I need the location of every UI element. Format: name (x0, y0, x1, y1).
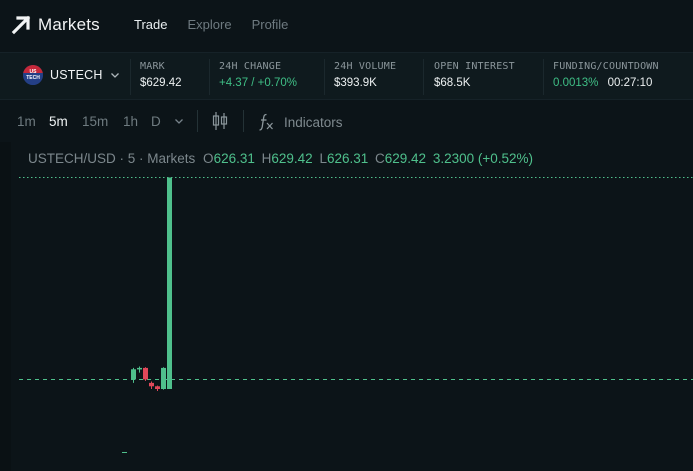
divider (543, 59, 544, 95)
legend-low: L626.31 (319, 151, 369, 166)
divider (130, 59, 131, 95)
candlestick-chart[interactable] (0, 170, 693, 471)
stat-open-interest: OPEN INTEREST $68.5K (434, 61, 515, 89)
legend-change: 3.2300 (+0.52%) (432, 151, 534, 166)
stat-label: OPEN INTEREST (434, 61, 515, 72)
chart-toolbar: 1m 5m 15m 1h D Indicators (0, 100, 693, 142)
stat-value: +4.37 / +0.70% (219, 77, 298, 89)
candle-body[interactable] (161, 367, 166, 389)
nav-explore[interactable]: Explore (187, 17, 232, 32)
timeframe-d[interactable]: D (151, 114, 161, 129)
candle-body[interactable] (167, 177, 172, 390)
legend-close: C629.42 (375, 151, 427, 166)
timeframe-1h[interactable]: 1h (123, 114, 139, 129)
symbol-name: USTECH (50, 68, 103, 82)
function-icon (259, 113, 273, 131)
stat-funding-countdown: FUNDING/COUNTDOWN 0.0013% 00:27:10 (553, 61, 659, 89)
nav-profile[interactable]: Profile (251, 17, 289, 32)
candle-body[interactable] (155, 386, 160, 389)
indicators-label: Indicators (284, 114, 343, 130)
legend-high: H629.42 (261, 151, 313, 166)
stat-value: 0.0013% 00:27:10 (553, 77, 659, 89)
candlestick-icon[interactable] (212, 110, 228, 132)
divider (324, 59, 325, 95)
candle-body[interactable] (149, 382, 154, 387)
app-title: Markets (38, 14, 100, 34)
stat-24h-volume: 24H VOLUME $393.9K (334, 61, 396, 89)
app-logo[interactable]: Markets (11, 14, 100, 35)
funding-countdown: 00:27:10 (607, 77, 653, 89)
legend-open: O626.31 (203, 151, 255, 166)
legend-title: USTECH/USD · 5 · Markets (28, 151, 196, 166)
candle-body[interactable] (131, 369, 136, 380)
timeframe-15m[interactable]: 15m (82, 114, 109, 129)
indicators-button[interactable]: Indicators (258, 112, 343, 132)
price-chart[interactable] (0, 170, 693, 471)
candle-body[interactable] (137, 367, 142, 370)
chevron-down-icon[interactable] (174, 116, 184, 126)
ustech-flag-icon: US TECH (23, 65, 43, 85)
stat-24h-change: 24H CHANGE +4.37 / +0.70% (219, 61, 297, 89)
chevron-down-icon (110, 73, 119, 78)
stat-value: $68.5K (434, 77, 471, 89)
stat-label: 24H CHANGE (219, 61, 282, 72)
chart-legend: USTECH/USD · 5 · Markets O626.31 H629.42… (28, 151, 533, 166)
stat-value: $629.42 (140, 77, 182, 89)
stat-label: MARK (140, 61, 165, 72)
drawing-toolbar-strip (0, 142, 11, 471)
top-nav: Markets Trade Explore Profile (0, 0, 693, 52)
ticker-bar: US TECH USTECH MARK $629.42 24H CHANGE +4… (0, 52, 693, 100)
divider (209, 59, 210, 95)
stat-label: 24H VOLUME (334, 61, 397, 72)
divider (423, 59, 424, 95)
stat-value: $393.9K (334, 77, 377, 89)
stat-label: FUNDING/COUNTDOWN (553, 61, 659, 72)
markets-logo-icon (11, 15, 31, 35)
symbol-selector[interactable]: US TECH USTECH (23, 65, 120, 85)
main-nav: Trade Explore Profile (134, 17, 288, 32)
candle-body[interactable] (143, 367, 148, 380)
divider (197, 110, 198, 132)
funding-rate: 0.0013% (553, 77, 599, 89)
timeframe-5m[interactable]: 5m (49, 114, 68, 129)
stat-mark: MARK $629.42 (140, 61, 182, 89)
nav-trade[interactable]: Trade (134, 17, 168, 32)
timeframe-1m[interactable]: 1m (17, 114, 36, 129)
divider (243, 110, 244, 132)
